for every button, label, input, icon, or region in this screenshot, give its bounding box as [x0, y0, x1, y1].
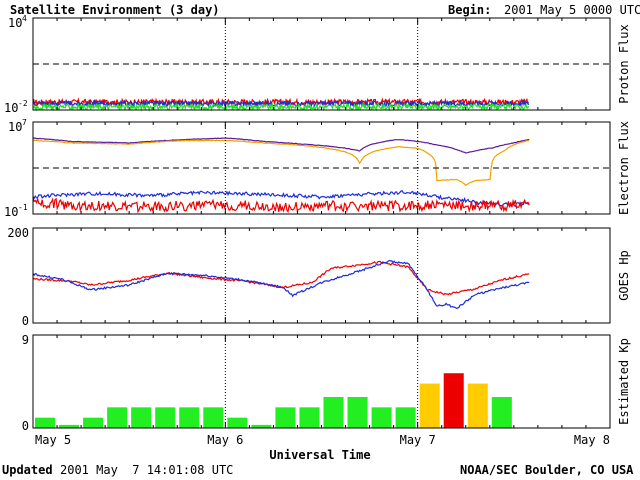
begin-label: Begin:	[448, 3, 492, 17]
kp-bar	[59, 424, 80, 428]
kp-bar	[275, 407, 296, 428]
kp-bar	[467, 383, 488, 428]
updated-label: Updated	[2, 463, 53, 477]
kp-bar	[347, 397, 368, 428]
kp-bar	[395, 407, 416, 428]
y-axis-label: GOES Hp	[617, 250, 631, 301]
kp-bar	[251, 424, 272, 428]
kp-bar	[491, 397, 512, 428]
y-tick-label: 9	[22, 333, 29, 347]
credit-text: NOAA/SEC Boulder, CO USA	[460, 463, 634, 477]
y-tick-label: 10	[4, 101, 18, 115]
begin-value: 2001 May 5 0000 UTC	[504, 3, 640, 17]
y-tick-exponent: 4	[22, 14, 27, 23]
x-tick-label: May 5	[35, 433, 71, 447]
kp-bar	[155, 407, 176, 428]
y-tick-label: 10	[8, 120, 22, 134]
kp-bar	[299, 407, 320, 428]
y-axis-label: Electron Flux	[617, 121, 631, 215]
chart-title: Satellite Environment (3 day)	[10, 3, 220, 17]
y-tick-label: 10	[4, 205, 18, 219]
y-axis-label: Proton Flux	[617, 24, 631, 103]
electron-purple-line	[32, 137, 530, 154]
proton-green-line	[32, 102, 530, 112]
electron-blue-line	[32, 190, 530, 208]
goes_hp-red-line	[32, 260, 530, 296]
y-tick-exponent: -1	[18, 203, 28, 212]
y-tick-exponent: 7	[22, 118, 27, 127]
goes_hp-blue-line	[32, 259, 530, 310]
y-tick-exponent: -2	[18, 99, 28, 108]
proton-blue-line	[32, 99, 530, 109]
y-tick-label: 0	[22, 419, 29, 433]
y-tick-label: 0	[22, 314, 29, 328]
kp-bar	[227, 417, 248, 428]
x-tick-label: May 8	[574, 433, 610, 447]
kp-bar	[35, 417, 56, 428]
x-tick-label: May 7	[400, 433, 436, 447]
y-axis-label: Estimated Kp	[617, 338, 631, 425]
kp-bar	[419, 383, 440, 428]
kp-bar	[107, 407, 128, 428]
kp-bar	[131, 407, 152, 428]
kp-bar	[203, 407, 224, 428]
y-tick-label: 200	[7, 226, 29, 240]
kp-bar	[443, 373, 464, 428]
kp-bar	[179, 407, 200, 428]
x-axis-label: Universal Time	[269, 448, 370, 462]
kp-bar	[371, 407, 392, 428]
kp-bar	[323, 397, 344, 428]
electron-red-line	[32, 196, 530, 214]
updated-value: 2001 May 7 14:01:08 UTC	[60, 463, 234, 477]
y-tick-label: 10	[8, 16, 22, 30]
electron-orange-line	[32, 139, 530, 187]
x-tick-label: May 6	[207, 433, 243, 447]
kp-bar	[83, 417, 104, 428]
